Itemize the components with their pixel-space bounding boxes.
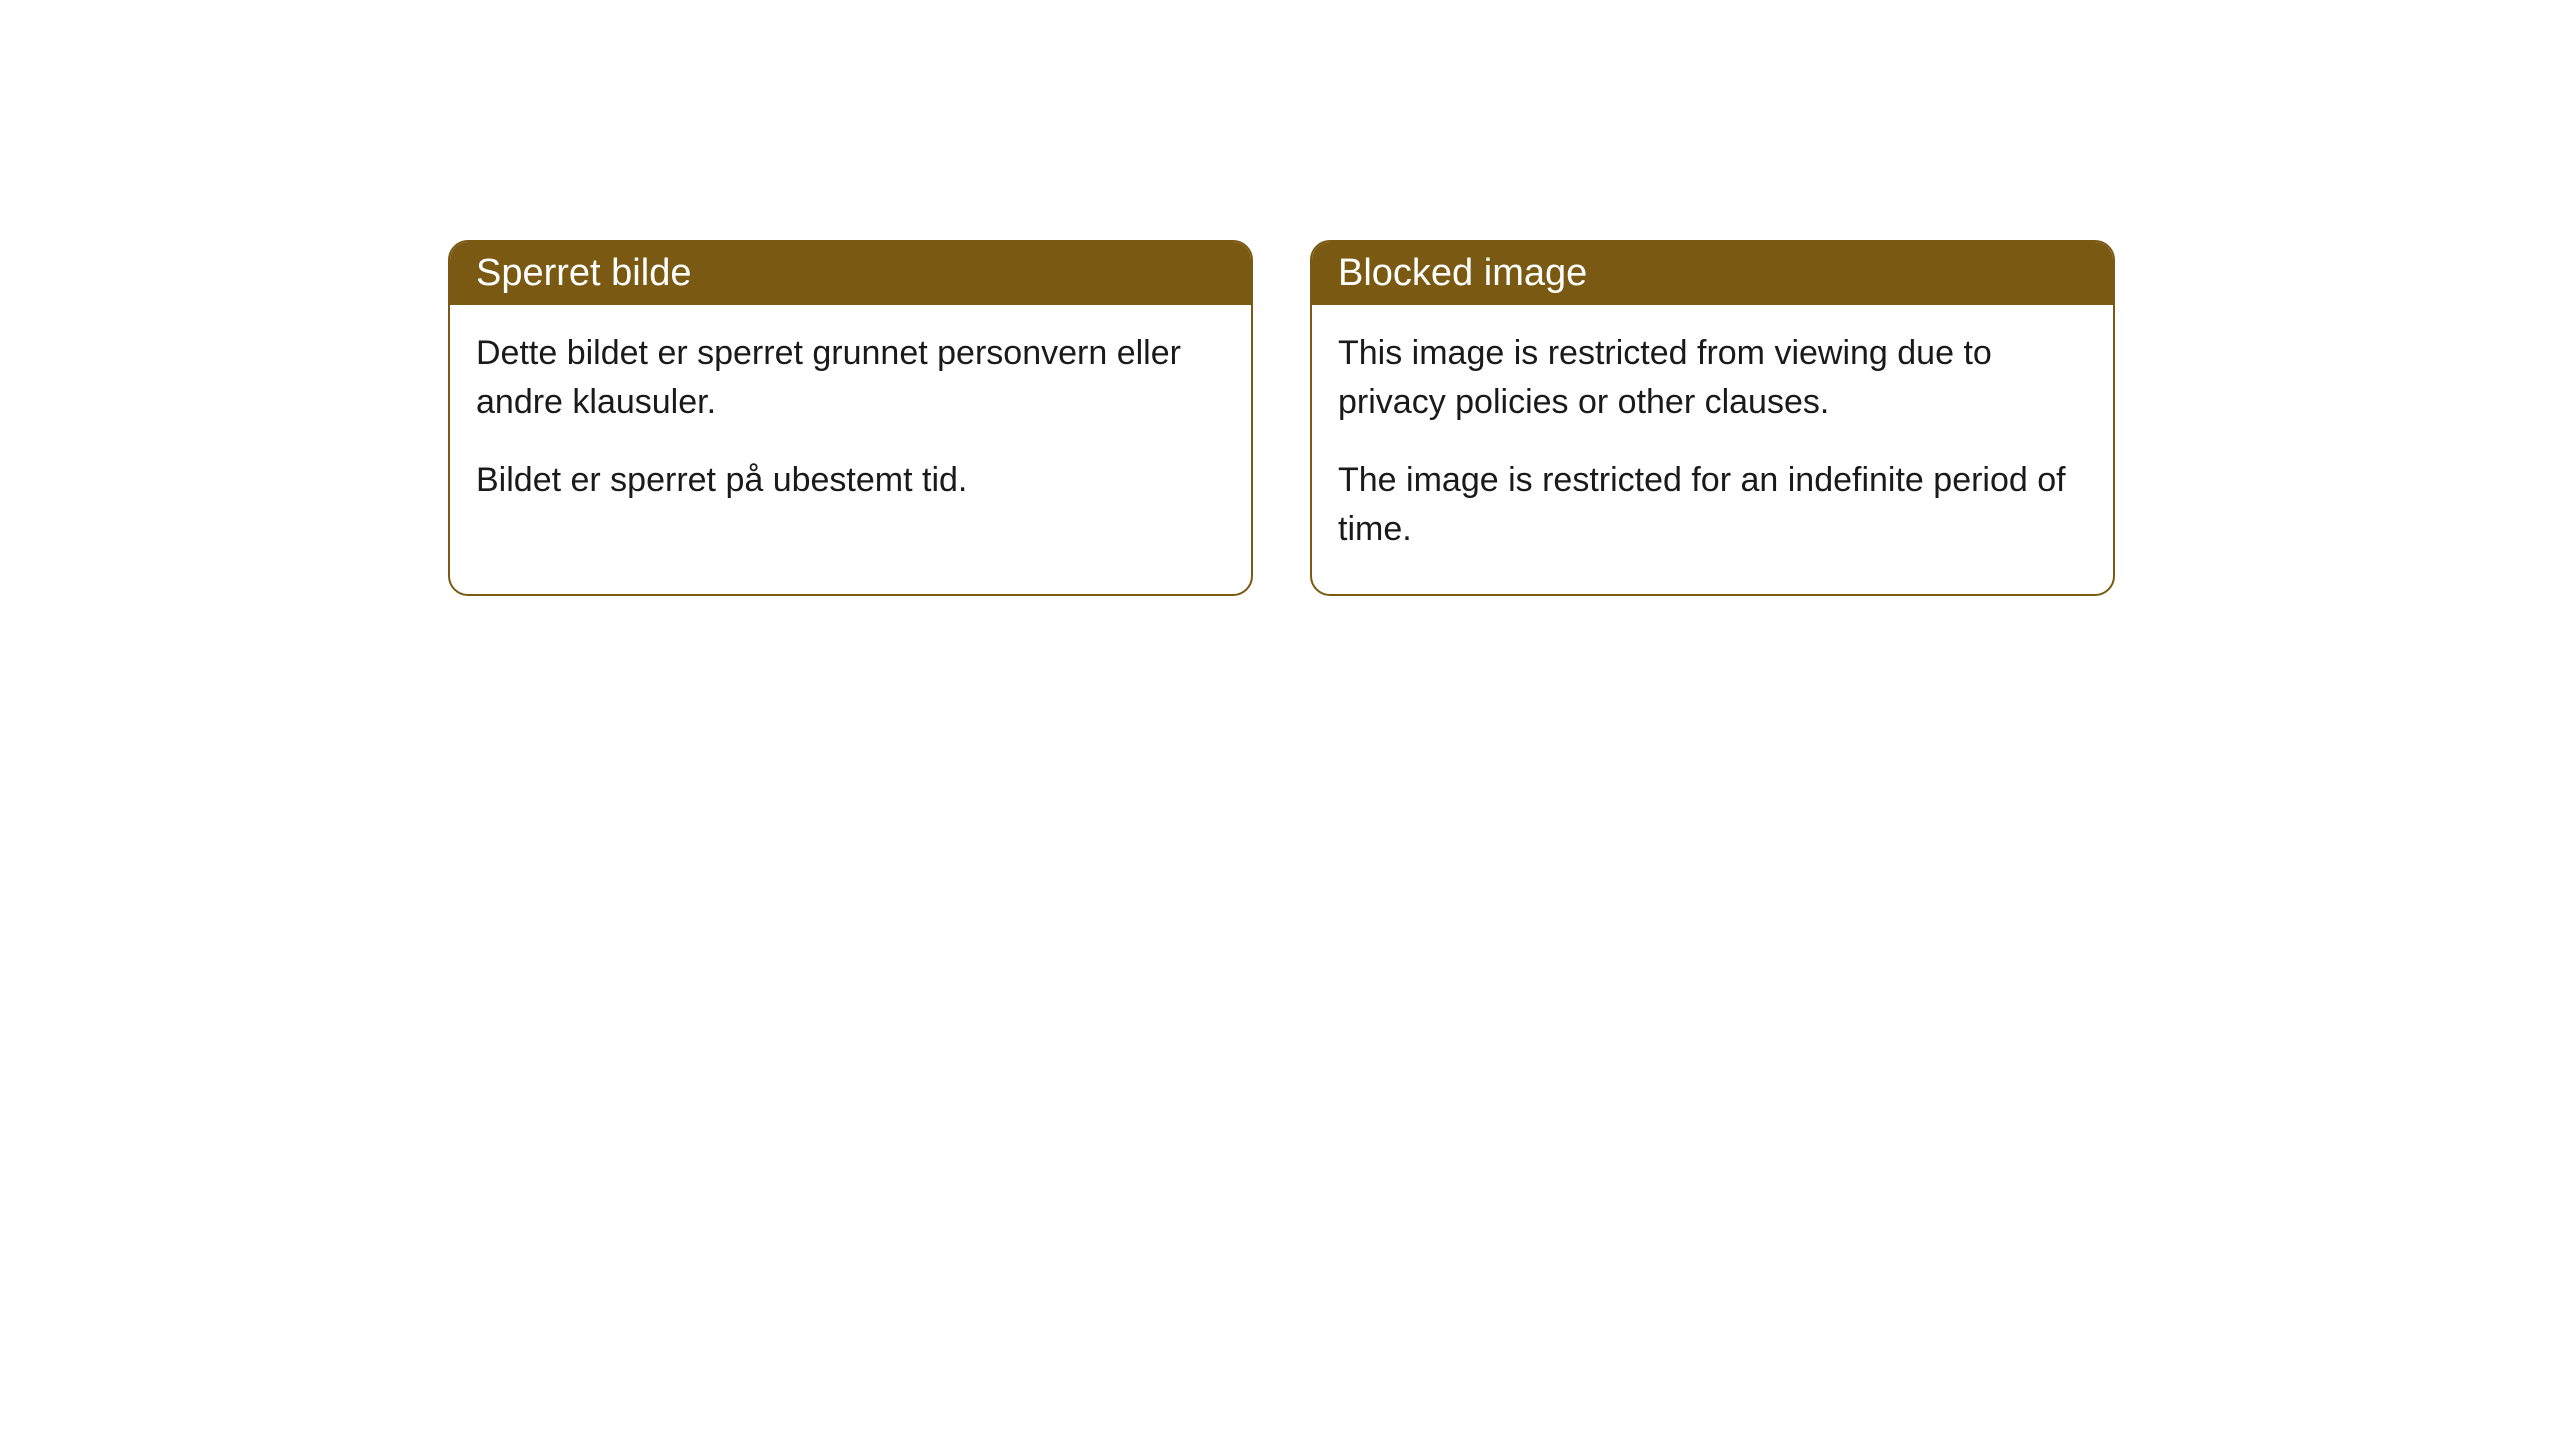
card-paragraph-2-no: Bildet er sperret på ubestemt tid. <box>476 456 1225 505</box>
card-paragraph-1-en: This image is restricted from viewing du… <box>1338 329 2087 428</box>
card-title-en: Blocked image <box>1312 242 2113 305</box>
card-title-no: Sperret bilde <box>450 242 1251 305</box>
card-paragraph-1-no: Dette bildet er sperret grunnet personve… <box>476 329 1225 428</box>
card-body-no: Dette bildet er sperret grunnet personve… <box>450 305 1251 545</box>
cards-container: Sperret bilde Dette bildet er sperret gr… <box>0 0 2560 596</box>
blocked-image-card-en: Blocked image This image is restricted f… <box>1310 240 2115 596</box>
blocked-image-card-no: Sperret bilde Dette bildet er sperret gr… <box>448 240 1253 596</box>
card-paragraph-2-en: The image is restricted for an indefinit… <box>1338 456 2087 555</box>
card-body-en: This image is restricted from viewing du… <box>1312 305 2113 594</box>
